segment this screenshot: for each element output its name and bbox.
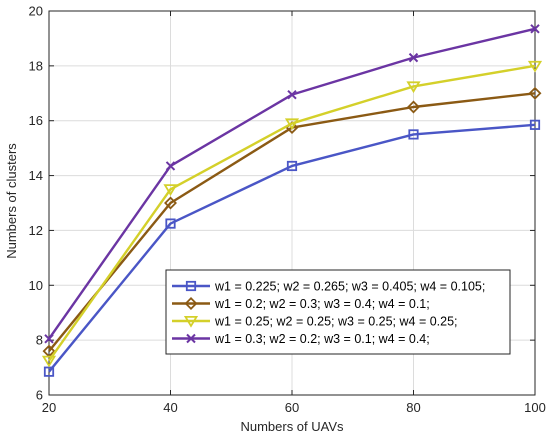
data-point	[406, 81, 421, 94]
data-point	[408, 129, 419, 140]
data-point	[286, 160, 298, 172]
x-tick-label: 20	[42, 400, 56, 415]
legend-item: w1 = 0.25; w2 = 0.25; w3 = 0.25; w4 = 0.…	[172, 315, 458, 329]
data-point	[529, 119, 541, 130]
data-point	[184, 297, 198, 310]
data-point	[407, 100, 420, 114]
data-point	[165, 218, 176, 229]
data-point	[186, 333, 196, 344]
legend-label: w1 = 0.225; w2 = 0.265; w3 = 0.405; w4 =…	[214, 280, 485, 294]
data-point	[527, 60, 543, 73]
data-point	[44, 334, 54, 344]
data-point	[528, 86, 542, 100]
y-axis-label: Numbers of clusters	[4, 143, 19, 259]
data-point	[41, 355, 57, 368]
y-tick-label: 6	[36, 388, 43, 403]
x-tick-label: 60	[285, 400, 299, 415]
legend-item: w1 = 0.2; w2 = 0.3; w3 = 0.4; w4 = 0.1;	[172, 297, 430, 311]
y-tick-label: 16	[29, 113, 43, 128]
data-point	[284, 118, 300, 131]
data-point	[43, 366, 55, 377]
x-tick-label: 100	[524, 400, 546, 415]
data-point	[164, 196, 177, 210]
y-tick-label: 20	[29, 4, 43, 19]
series-line	[48, 123, 536, 373]
legend-label: w1 = 0.25; w2 = 0.25; w3 = 0.25; w4 = 0.…	[214, 315, 458, 329]
series-4	[44, 24, 540, 344]
legend-item: w1 = 0.225; w2 = 0.265; w3 = 0.405; w4 =…	[172, 280, 485, 294]
legend-label: w1 = 0.2; w2 = 0.3; w3 = 0.4; w4 = 0.1;	[214, 297, 430, 311]
data-point	[163, 184, 178, 196]
data-point	[530, 24, 540, 34]
data-point	[408, 52, 419, 63]
y-tick-label: 10	[29, 278, 43, 293]
y-tick-label: 8	[36, 333, 43, 348]
series-3	[41, 60, 543, 368]
y-tick-label: 12	[29, 223, 43, 238]
data-point	[165, 161, 176, 171]
y-tick-label: 14	[29, 168, 43, 183]
legend: w1 = 0.225; w2 = 0.265; w3 = 0.405; w4 =…	[165, 269, 511, 355]
data-point	[185, 280, 197, 292]
series-1	[43, 119, 541, 377]
x-tick-label: 40	[163, 400, 177, 415]
legend-item: w1 = 0.3; w2 = 0.2; w3 = 0.1; w4 = 0.4;	[172, 332, 430, 346]
legend-label: w1 = 0.3; w2 = 0.2; w3 = 0.1; w4 = 0.4;	[214, 332, 430, 346]
data-point	[183, 315, 199, 328]
axes: 20 40 60 80 100 6 8 10 12 14 16 18 20	[29, 4, 546, 416]
legend-box	[165, 269, 511, 355]
series-line	[48, 64, 536, 362]
data-point	[287, 89, 297, 100]
y-tick-label: 18	[29, 58, 43, 73]
series-group	[41, 24, 543, 377]
x-tick-label: 80	[406, 400, 420, 415]
x-axis-label: Numbers of UAVs	[240, 419, 344, 434]
